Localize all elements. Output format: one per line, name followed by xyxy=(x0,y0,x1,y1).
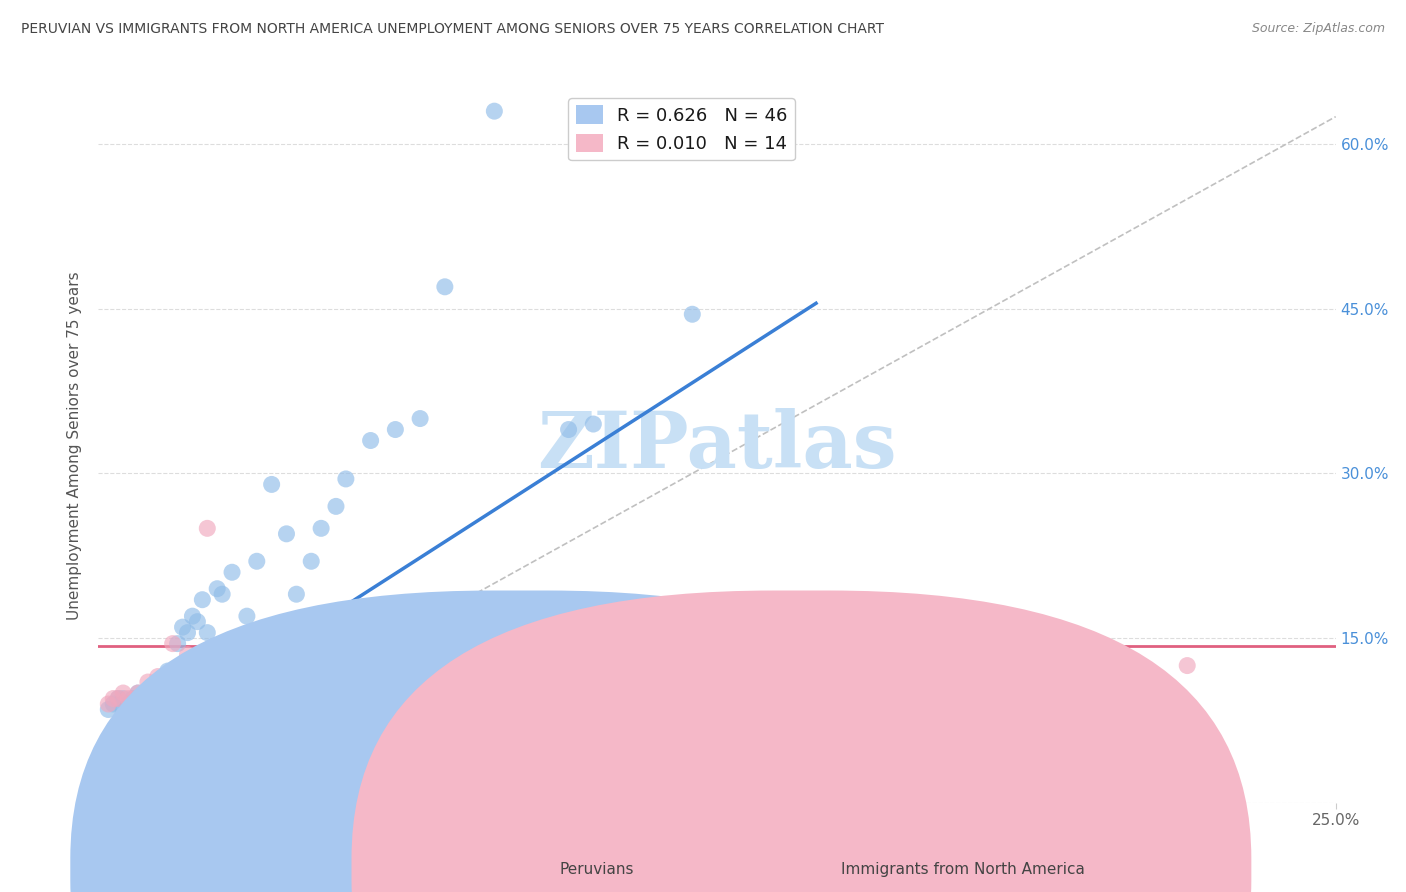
Point xyxy=(117,697,139,711)
Point xyxy=(582,417,605,431)
Point xyxy=(221,566,243,580)
Point xyxy=(172,620,194,634)
Point xyxy=(97,697,120,711)
Point xyxy=(136,702,159,716)
Point xyxy=(681,307,703,321)
Point xyxy=(186,615,208,629)
Point xyxy=(236,609,259,624)
Point xyxy=(122,702,145,716)
Point xyxy=(112,686,135,700)
Point xyxy=(117,691,139,706)
Point xyxy=(557,423,579,437)
Point xyxy=(166,637,188,651)
Text: Peruvians: Peruvians xyxy=(560,863,634,877)
Point xyxy=(146,669,169,683)
Point xyxy=(409,411,432,425)
Point xyxy=(142,686,165,700)
Legend: R = 0.626   N = 46, R = 0.010   N = 14: R = 0.626 N = 46, R = 0.010 N = 14 xyxy=(568,98,794,161)
Point xyxy=(103,697,125,711)
Point xyxy=(325,500,347,514)
Point xyxy=(205,582,228,596)
Text: Source: ZipAtlas.com: Source: ZipAtlas.com xyxy=(1251,22,1385,36)
Point xyxy=(152,686,174,700)
Point xyxy=(112,691,135,706)
Point xyxy=(309,648,332,662)
Point xyxy=(132,697,155,711)
Point xyxy=(335,472,357,486)
Point xyxy=(211,587,233,601)
Point xyxy=(146,691,169,706)
Point xyxy=(433,280,456,294)
Point xyxy=(136,686,159,700)
Point xyxy=(384,423,406,437)
Point xyxy=(195,521,218,535)
Point xyxy=(162,675,184,690)
Y-axis label: Unemployment Among Seniors over 75 years: Unemployment Among Seniors over 75 years xyxy=(67,272,83,620)
Text: ZIPatlas: ZIPatlas xyxy=(537,408,897,484)
Point xyxy=(181,609,204,624)
Point xyxy=(176,648,198,662)
Point xyxy=(127,686,149,700)
Point xyxy=(136,675,159,690)
Point xyxy=(246,554,269,568)
Point xyxy=(360,434,382,448)
Point xyxy=(156,664,179,678)
Point xyxy=(112,702,135,716)
Point xyxy=(285,587,308,601)
Point xyxy=(103,691,125,706)
Point xyxy=(127,697,149,711)
Point xyxy=(1175,658,1198,673)
Point xyxy=(117,708,139,723)
Point xyxy=(260,477,283,491)
Point xyxy=(236,642,259,657)
Point xyxy=(122,691,145,706)
Point xyxy=(162,637,184,651)
Text: PERUVIAN VS IMMIGRANTS FROM NORTH AMERICA UNEMPLOYMENT AMONG SENIORS OVER 75 YEA: PERUVIAN VS IMMIGRANTS FROM NORTH AMERIC… xyxy=(21,22,884,37)
Point xyxy=(309,521,332,535)
Point xyxy=(107,691,129,706)
Point xyxy=(97,702,120,716)
Point xyxy=(299,554,322,568)
Point xyxy=(176,625,198,640)
Point xyxy=(127,686,149,700)
Point xyxy=(191,592,214,607)
Point xyxy=(276,526,298,541)
Point xyxy=(107,691,129,706)
Text: Immigrants from North America: Immigrants from North America xyxy=(841,863,1084,877)
Point xyxy=(484,104,506,119)
Point xyxy=(195,625,218,640)
